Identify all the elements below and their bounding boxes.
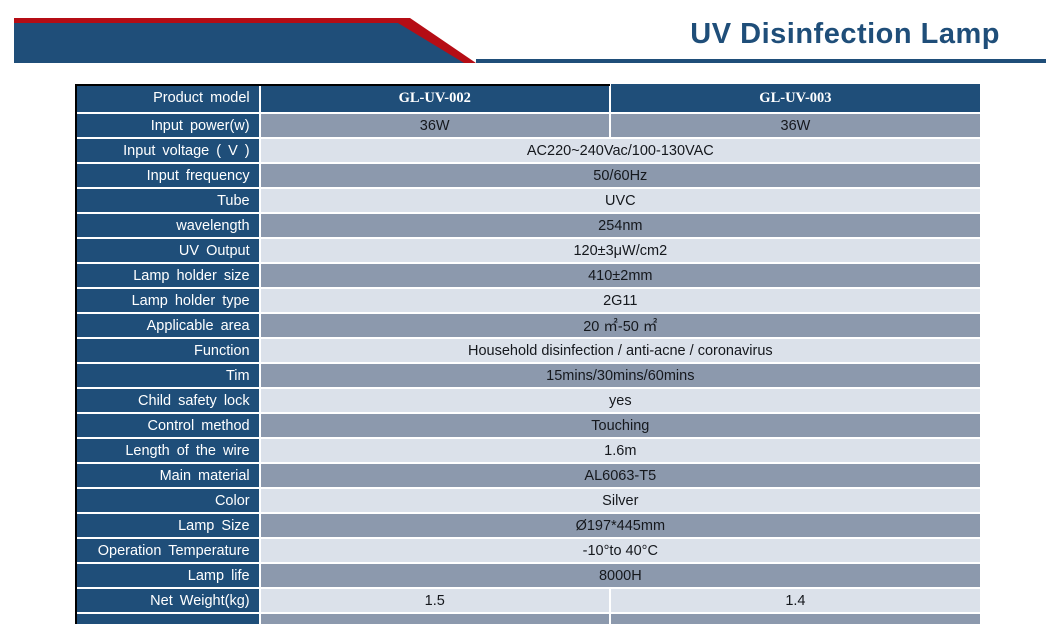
spec-row: Input frequency 50/60Hz	[77, 164, 980, 189]
title-underline	[476, 59, 1046, 63]
spec-row: wavelength 254nm	[77, 214, 980, 239]
spec-row: Lamp holder type 2G11	[77, 289, 980, 314]
row-label: Lamp holder size	[77, 264, 261, 287]
row-label: Length of the wire	[77, 439, 261, 462]
row-label: Input voltage ( V )	[77, 139, 261, 162]
row-value: Household disinfection / anti-acne / cor…	[260, 339, 980, 362]
spec-table-body: Input power(w) 36W 36W Input voltage ( V ) A…	[77, 114, 980, 624]
row-value: 50/60Hz	[260, 164, 980, 187]
row-label: Net Weight(kg)	[77, 589, 261, 612]
row-value-gl-uv-003: 1.4	[608, 589, 980, 612]
row-value: 20 ㎡-50 ㎡	[260, 314, 980, 337]
banner-navy-ribbon	[14, 23, 464, 63]
header-col-gl-uv-003: GL-UV-003	[608, 84, 980, 112]
spec-row: Lamp Size Ø197*445mm	[77, 514, 980, 539]
header-col-gl-uv-002: GL-UV-002	[260, 84, 609, 112]
row-label: Tube	[77, 189, 261, 212]
table-top-border	[77, 84, 610, 86]
spec-row: Tim 15mins/30mins/60mins	[77, 364, 980, 389]
row-value-gl-uv-002: 36W	[260, 114, 609, 137]
spec-row: Main material AL6063-T5	[77, 464, 980, 489]
row-label: Lamp Size	[77, 514, 261, 537]
row-value: AL6063-T5	[260, 464, 980, 487]
row-value: Ø197*445mm	[260, 514, 980, 537]
spec-row: Lamp life 8000H	[77, 564, 980, 589]
row-label: Applicable area	[77, 314, 261, 337]
table-header-row: Product model GL-UV-002 GL-UV-003	[77, 84, 980, 114]
row-value: -10°to 40°C	[260, 539, 980, 562]
row-value-gl-uv-003: 36W	[608, 114, 980, 137]
row-value: yes	[260, 389, 980, 412]
row-value: 15mins/30mins/60mins	[260, 364, 980, 387]
row-label	[77, 614, 261, 624]
row-value: 120±3μW/cm2	[260, 239, 980, 262]
row-value: Touching	[260, 414, 980, 437]
row-label: Lamp life	[77, 564, 261, 587]
row-value: 410±2mm	[260, 264, 980, 287]
row-value	[260, 614, 609, 624]
row-value	[608, 614, 980, 624]
row-label: Input power(w)	[77, 114, 261, 137]
row-value: 254nm	[260, 214, 980, 237]
spec-row: Color Silver	[77, 489, 980, 514]
row-label: UV Output	[77, 239, 261, 262]
row-value-gl-uv-002: 1.5	[260, 589, 609, 612]
row-label: Color	[77, 489, 261, 512]
spec-row: Tube UVC	[77, 189, 980, 214]
spec-row: UV Output 120±3μW/cm2	[77, 239, 980, 264]
spec-row: Net Weight(kg) 1.5 1.4	[77, 589, 980, 614]
row-value: Silver	[260, 489, 980, 512]
row-label: Tim	[77, 364, 261, 387]
row-label: Operation Temperature	[77, 539, 261, 562]
spec-row: Child safety lock yes	[77, 389, 980, 414]
header-label-product-model: Product model	[77, 84, 261, 112]
spec-row: Operation Temperature -10°to 40°C	[77, 539, 980, 564]
spec-row: Input power(w) 36W 36W	[77, 114, 980, 139]
row-label: Control method	[77, 414, 261, 437]
spec-row: Control method Touching	[77, 414, 980, 439]
row-value: 2G11	[260, 289, 980, 312]
row-label: Main material	[77, 464, 261, 487]
spec-row: Length of the wire 1.6m	[77, 439, 980, 464]
row-value: 1.6m	[260, 439, 980, 462]
row-label: wavelength	[77, 214, 261, 237]
row-value: AC220~240Vac/100-130VAC	[260, 139, 980, 162]
page-title: UV Disinfection Lamp	[690, 18, 1000, 50]
row-label: Child safety lock	[77, 389, 261, 412]
row-value: UVC	[260, 189, 980, 212]
row-label: Function	[77, 339, 261, 362]
spec-row: Input voltage ( V ) AC220~240Vac/100-130V…	[77, 139, 980, 164]
row-value: 8000H	[260, 564, 980, 587]
spec-row: Lamp holder size 410±2mm	[77, 264, 980, 289]
spec-row: Function Household disinfection / anti-ac…	[77, 339, 980, 364]
spec-row-partial	[77, 614, 980, 624]
spec-table: Product model GL-UV-002 GL-UV-003 Input …	[75, 84, 980, 624]
row-label: Input frequency	[77, 164, 261, 187]
spec-row: Applicable area 20 ㎡-50 ㎡	[77, 314, 980, 339]
row-label: Lamp holder type	[77, 289, 261, 312]
